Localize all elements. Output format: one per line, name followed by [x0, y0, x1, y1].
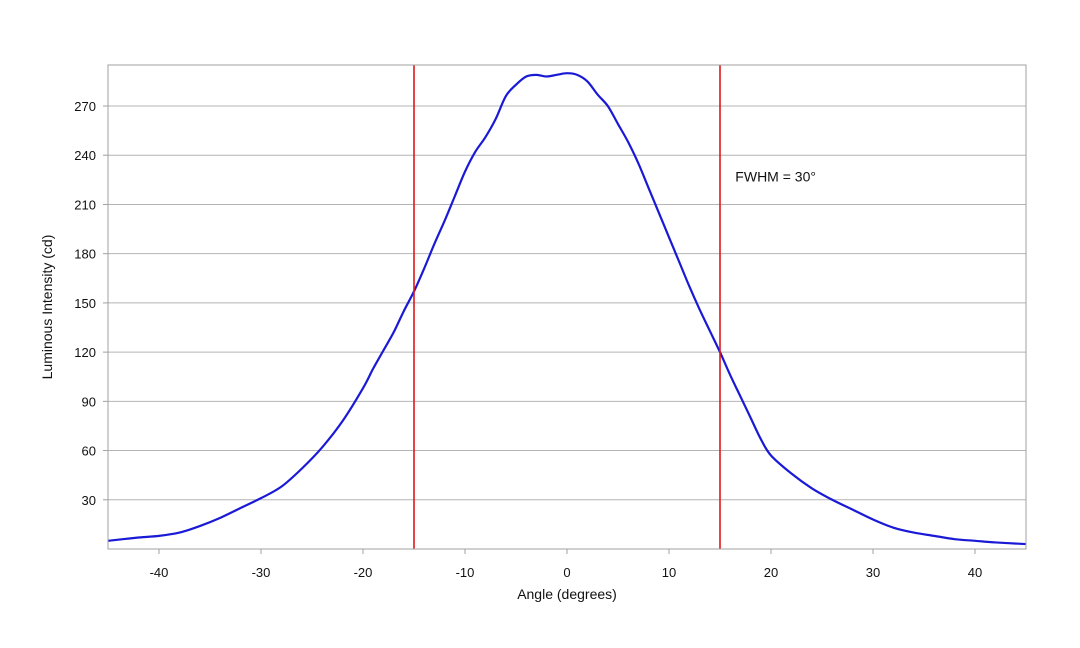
x-tick-label: 10	[662, 565, 676, 580]
x-tick-label: -30	[252, 565, 271, 580]
plot-frame	[107, 64, 1027, 550]
annotations: FWHM = 30°	[735, 168, 816, 184]
y-tick-label: 150	[74, 296, 96, 311]
x-tick-label: -10	[456, 565, 475, 580]
x-axis-title: Angle (degrees)	[517, 586, 617, 602]
intensity-curve	[107, 72, 1027, 546]
fwhm-annotation: FWHM = 30°	[735, 168, 816, 184]
y-tick-label: 180	[74, 247, 96, 262]
y-axis-title: Luminous Intensity (cd)	[39, 235, 55, 380]
x-tick-label: 0	[563, 565, 570, 580]
y-tick-label: 90	[82, 394, 96, 409]
y-tick-label: 30	[82, 493, 96, 508]
x-tick-label: 30	[866, 565, 880, 580]
x-tick-label: -40	[150, 565, 169, 580]
gridlines	[108, 105, 1026, 501]
y-tick-label: 270	[74, 99, 96, 114]
fwhm-markers	[413, 65, 721, 549]
x-tick-label: -20	[354, 565, 373, 580]
x-tick-label: 40	[968, 565, 982, 580]
series-layer	[107, 72, 1027, 546]
y-tick-label: 240	[74, 148, 96, 163]
y-tick-label: 210	[74, 197, 96, 212]
y-tick-label: 120	[74, 345, 96, 360]
y-tick-label: 60	[82, 444, 96, 459]
x-axis-ticks: -40 -30 -20 -10 0 10 20 30 40	[150, 549, 982, 580]
y-axis-ticks: 30 60 90 120 150 180 210 240 270	[74, 99, 108, 508]
x-tick-label: 20	[764, 565, 778, 580]
